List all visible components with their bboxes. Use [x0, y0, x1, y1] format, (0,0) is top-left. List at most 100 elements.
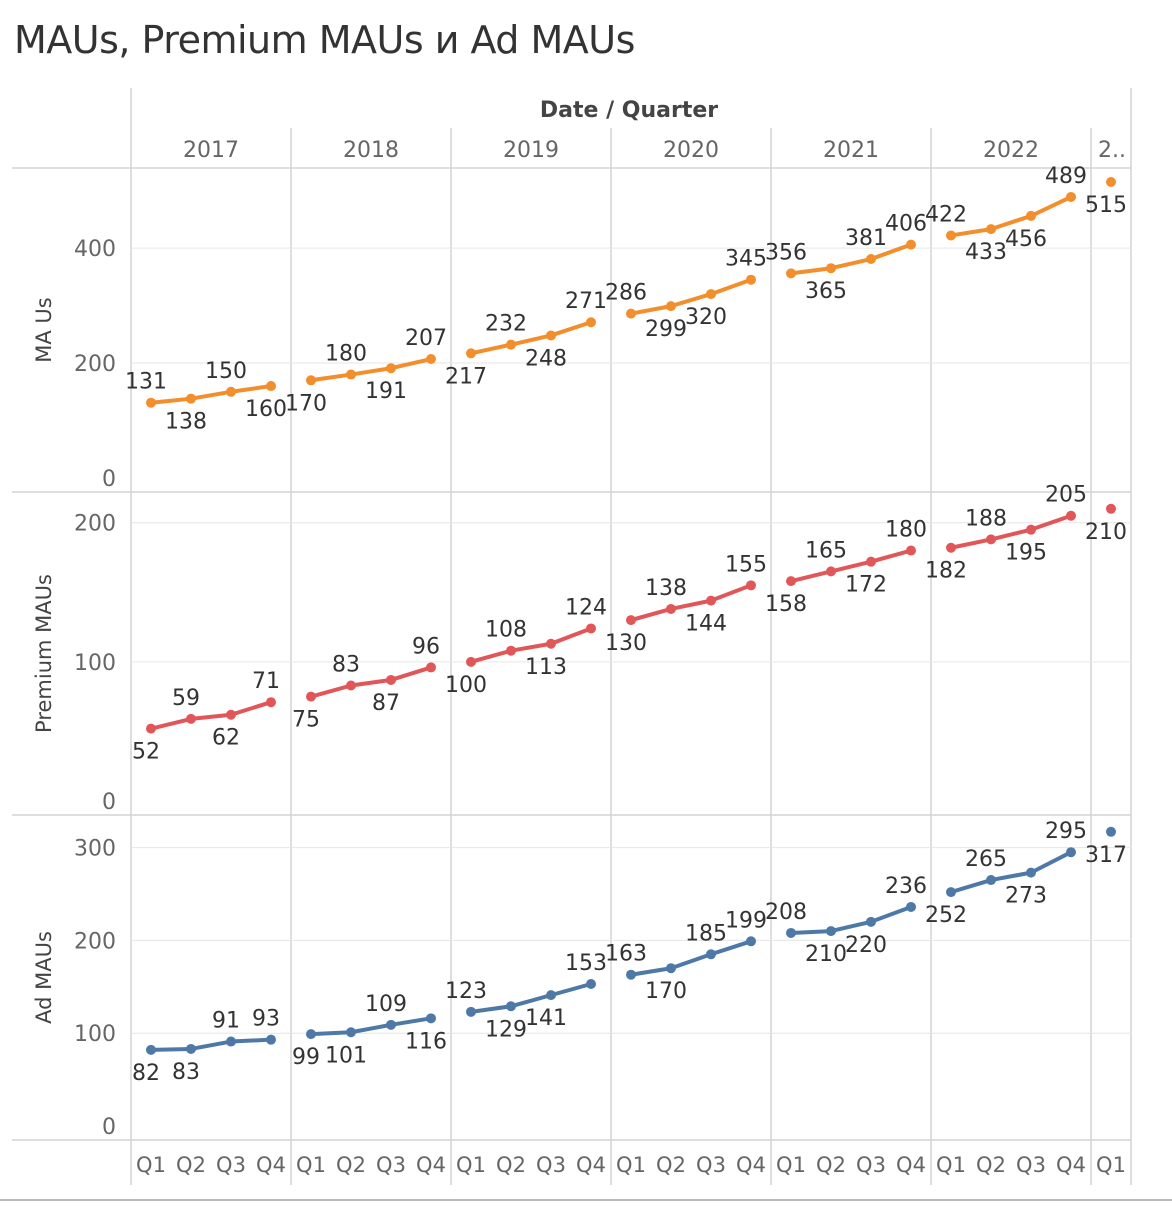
data-point-mau: [586, 317, 596, 328]
data-point-mau: [626, 308, 636, 319]
data-label-ad: 99: [292, 1045, 320, 1070]
data-label-premium: 172: [845, 573, 887, 598]
data-label-mau: 381: [845, 226, 887, 251]
series-line-mau: [149, 384, 273, 405]
data-label-premium: 188: [965, 506, 1007, 531]
data-point-premium: [746, 580, 756, 591]
data-label-mau: 217: [445, 364, 487, 389]
data-label-ad: 208: [765, 900, 807, 925]
x-tick-label: Q4: [896, 1153, 926, 1177]
data-label-premium: 59: [172, 686, 200, 711]
data-label-mau: 489: [1045, 164, 1087, 189]
x-tick-label: Q4: [1056, 1153, 1086, 1177]
data-point-ad: [146, 1044, 156, 1055]
data-point-premium: [546, 638, 556, 649]
x-tick-label: Q1: [456, 1153, 486, 1177]
data-label-ad: 163: [605, 942, 647, 967]
data-point-mau: [306, 375, 316, 386]
x-tick-label: Q1: [136, 1153, 166, 1177]
x-tick-label: Q3: [856, 1153, 886, 1177]
data-point-mau: [986, 224, 996, 235]
data-point-ad: [426, 1013, 436, 1024]
data-point-ad: [906, 901, 916, 912]
data-point-premium: [786, 576, 796, 587]
y-tick-label: 300: [74, 837, 116, 862]
data-label-ad: 199: [725, 908, 767, 933]
x-tick-label: Q3: [536, 1153, 566, 1177]
data-point-ad: [706, 949, 716, 960]
x-tick-label: Q4: [416, 1153, 446, 1177]
data-label-ad: 236: [885, 874, 927, 899]
data-label-mau: 299: [645, 317, 687, 342]
data-label-premium: 130: [605, 631, 647, 656]
data-point-mau: [346, 369, 356, 380]
data-label-mau: 456: [1005, 227, 1047, 252]
y-tick-label: 100: [74, 1022, 116, 1047]
data-label-ad: 170: [645, 979, 687, 1004]
series-line-ad: [629, 939, 753, 977]
y-tick-label: 100: [74, 651, 116, 676]
data-label-mau: 365: [805, 279, 847, 304]
data-label-ad: 210: [805, 942, 847, 967]
series-line-ad: [789, 904, 913, 935]
y-tick-label: 200: [74, 512, 116, 537]
data-label-premium: 155: [725, 552, 767, 577]
data-point-premium: [226, 709, 236, 720]
data-point-mau: [266, 381, 276, 392]
data-point-mau: [1066, 191, 1076, 202]
data-point-premium: [906, 545, 916, 556]
data-label-ad: 141: [525, 1006, 567, 1031]
y-axis-label: MA Us: [32, 297, 56, 362]
series-line-premium: [469, 626, 593, 664]
data-label-ad: 129: [485, 1017, 527, 1042]
x-tick-label: Q2: [496, 1153, 526, 1177]
data-label-mau: 356: [765, 240, 807, 265]
y-tick-label: 0: [102, 1115, 116, 1140]
data-label-ad: 185: [685, 921, 727, 946]
data-point-premium: [826, 566, 836, 577]
x-tick-label: Q4: [256, 1153, 286, 1177]
data-label-mau: 150: [205, 359, 247, 384]
x-tick-label: Q3: [216, 1153, 246, 1177]
series-line-ad: [469, 981, 593, 1014]
data-label-premium: 144: [685, 612, 727, 637]
y-axis-label: Premium MAUs: [32, 574, 56, 733]
data-point-premium: [466, 656, 476, 667]
data-point-mau: [666, 301, 676, 312]
data-label-mau: 515: [1085, 193, 1127, 218]
x-tick-label: Q4: [576, 1153, 606, 1177]
data-label-mau: 406: [885, 212, 927, 237]
x-tick-label: Q1: [776, 1153, 806, 1177]
chart-title: MAUs, Premium MAUs и Ad MAUs: [14, 18, 635, 62]
data-label-mau: 286: [605, 281, 647, 306]
data-point-ad: [346, 1027, 356, 1038]
data-point-mau: [506, 339, 516, 350]
x-tick-label: Q2: [656, 1153, 686, 1177]
data-label-mau: 271: [565, 289, 607, 314]
data-label-ad: 252: [925, 903, 967, 928]
data-label-ad: 116: [405, 1029, 447, 1054]
series-line-premium: [789, 548, 913, 584]
data-label-mau: 131: [125, 370, 167, 395]
series-line-ad: [309, 1016, 433, 1037]
data-point-mau: [226, 386, 236, 397]
data-point-ad: [866, 916, 876, 927]
data-point-premium: [306, 691, 316, 702]
series-line-ad: [149, 1037, 273, 1052]
data-label-mau: 170: [285, 391, 327, 416]
data-point-mau: [706, 289, 716, 300]
series-line-premium: [309, 665, 433, 699]
x-tick-label: Q2: [336, 1153, 366, 1177]
data-point-ad: [506, 1001, 516, 1012]
data-label-ad: 91: [212, 1009, 240, 1034]
data-label-mau: 180: [325, 342, 367, 367]
data-label-mau: 160: [245, 397, 287, 422]
data-point-mau: [746, 274, 756, 285]
data-point-premium: [946, 542, 956, 553]
data-point-premium: [1066, 510, 1076, 521]
data-point-premium: [266, 697, 276, 708]
data-label-ad: 93: [252, 1007, 280, 1032]
data-label-ad: 101: [325, 1043, 367, 1068]
